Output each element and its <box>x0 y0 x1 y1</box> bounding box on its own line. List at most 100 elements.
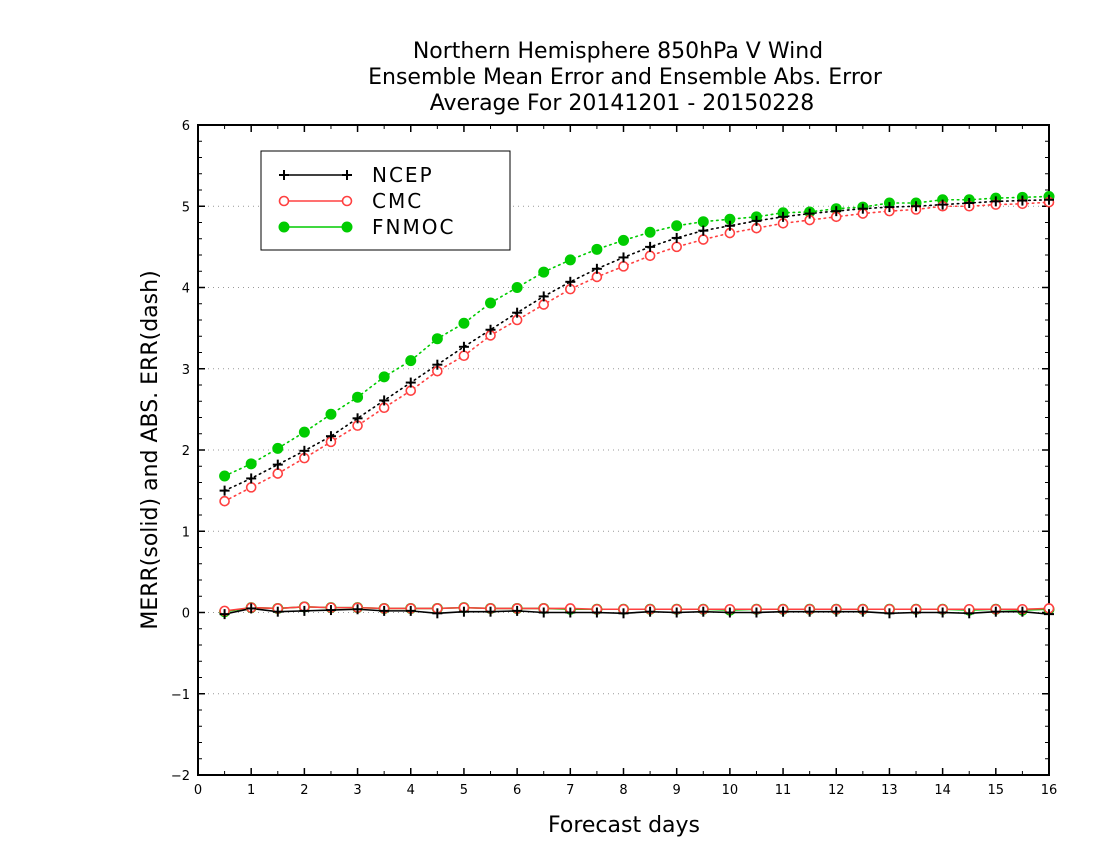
series-ncep-abs-err-point <box>831 206 842 217</box>
series-ncep-abs-err-point <box>512 307 523 318</box>
series-ncep-mean-err-point <box>458 606 469 617</box>
series-ncep-mean-err-point <box>591 607 602 618</box>
series-ncep-mean-err-point <box>618 608 629 619</box>
plot-area <box>219 191 1055 620</box>
series-ncep-mean-err-point <box>485 606 496 617</box>
series-ncep-abs-err-point <box>911 201 922 212</box>
series-fnmoc-abs-err-point <box>458 317 470 329</box>
series-fnmoc-abs-err-point <box>564 254 576 266</box>
series-ncep-mean-err-point <box>246 603 257 614</box>
x-tick-label: 9 <box>673 783 681 798</box>
series-ncep-mean-err-point <box>724 607 735 618</box>
legend-ncep-label: NCEP <box>372 163 434 187</box>
y-axis-ticks: −2 −1 0 1 2 3 4 5 6 <box>171 119 1049 784</box>
series-ncep-abs-err-point <box>671 232 682 243</box>
series-ncep-abs-err-point <box>857 203 868 214</box>
series-ncep-abs-err-point <box>591 263 602 274</box>
chart-title-line-2: Ensemble Mean Error and Ensemble Abs. Er… <box>368 65 883 90</box>
series-ncep-mean-err-point <box>565 607 576 618</box>
series-cmc-abs-err-point <box>644 250 656 262</box>
x-tick-label: 15 <box>988 783 1005 798</box>
series-ncep-abs-err-point <box>405 377 416 388</box>
series-ncep-abs-err-point <box>219 485 230 496</box>
series-fnmoc-abs-err-line <box>223 195 1050 477</box>
series-ncep-abs-err-point <box>778 211 789 222</box>
legend-fnmoc-marker-left <box>278 221 290 233</box>
series-ncep-abs-err-point <box>937 199 948 210</box>
series-ncep-abs-err-point <box>246 473 257 484</box>
series-ncep-mean-err-point <box>831 606 842 617</box>
series-ncep-mean-err-point <box>937 607 948 618</box>
series-ncep-mean-err-point <box>671 607 682 618</box>
series-cmc-abs-err-point <box>458 350 470 362</box>
series-ncep-abs-err-point <box>432 359 443 370</box>
series-ncep-abs-err-point <box>618 252 629 263</box>
series-ncep-mean-err-point <box>538 607 549 618</box>
series-ncep-abs-err-point <box>884 202 895 213</box>
y-tick-label: 6 <box>182 119 190 134</box>
y-tick-label: 1 <box>182 525 190 540</box>
legend-cmc-marker-left <box>278 195 290 207</box>
legend-cmc-label: CMC <box>372 189 423 213</box>
y-tick-label: 5 <box>182 200 190 215</box>
series-fnmoc-abs-err-point <box>485 297 497 309</box>
legend-cmc-marker-right <box>341 195 353 207</box>
x-tick-label: 4 <box>407 783 415 798</box>
y-tick-label: −2 <box>171 769 190 784</box>
x-tick-label: 14 <box>934 783 951 798</box>
series-ncep-mean-err-point <box>299 605 310 616</box>
series-fnmoc-abs-err-point <box>618 234 629 246</box>
series-fnmoc-abs-err-point <box>431 333 443 345</box>
series-ncep-abs-err-point <box>1017 195 1028 206</box>
x-tick-label: 1 <box>247 783 255 798</box>
y-tick-label: −1 <box>171 688 190 703</box>
x-tick-label: 2 <box>300 783 308 798</box>
series-ncep-abs-err-point <box>458 341 469 352</box>
series-ncep-mean-err-point <box>352 604 363 615</box>
series-cmc-abs-err-point <box>697 234 709 245</box>
series-ncep-abs-err-point <box>751 215 762 226</box>
x-tick-label: 3 <box>353 783 361 798</box>
series-ncep-mean-err-point <box>804 606 815 617</box>
series-cmc-abs-err-point <box>219 495 230 507</box>
series-fnmoc-abs-err-point <box>671 220 683 232</box>
series-ncep-mean-err-point <box>512 605 523 616</box>
series-ncep-abs-err-point <box>990 196 1001 207</box>
x-tick-label: 0 <box>194 783 202 798</box>
series-fnmoc-abs-err-point <box>697 216 709 228</box>
series-ncep-mean-err-point <box>990 606 1001 617</box>
series-cmc-abs-err-point <box>245 482 257 493</box>
series-fnmoc-abs-err-point <box>352 391 364 403</box>
series-ncep-abs-err-point <box>485 324 496 335</box>
series-ncep-mean-err-point <box>432 608 443 619</box>
series-ncep-abs-err-point <box>299 445 310 456</box>
series-ncep-abs-err-point <box>565 276 576 287</box>
series-ncep-abs-err-point <box>804 208 815 219</box>
series-fnmoc-abs-err-point <box>219 470 231 482</box>
series-ncep-mean-err-point <box>1044 609 1054 620</box>
series-ncep-mean-err-point <box>325 605 336 616</box>
series-cmc-abs-err-point <box>671 241 682 253</box>
y-tick-label: 3 <box>182 363 190 378</box>
x-tick-label: 6 <box>513 783 521 798</box>
series-ncep-abs-err-point <box>645 241 656 252</box>
legend-fnmoc-marker-right <box>341 221 353 233</box>
legend-ncep-marker-left <box>279 170 289 180</box>
x-tick-label: 8 <box>619 783 627 798</box>
series-ncep-abs-err-point <box>1044 194 1054 205</box>
series-fnmoc-abs-err-point <box>298 426 310 438</box>
series-ncep-abs-err-point <box>698 225 709 236</box>
series-ncep-mean-err-point <box>405 605 416 616</box>
series-ncep-abs-err-point <box>379 395 390 406</box>
x-tick-label: 5 <box>460 783 468 798</box>
series-ncep-abs-err-point <box>538 291 549 302</box>
series-ncep-mean-err-point <box>857 606 868 617</box>
series-ncep-mean-err-point <box>751 607 762 618</box>
legend-fnmoc-label: FNMOC <box>372 215 455 239</box>
x-axis-label: Forecast days <box>548 813 700 838</box>
series-fnmoc-abs-err-point <box>644 226 656 238</box>
legend-ncep-marker-right <box>342 170 352 180</box>
series-ncep-mean-err-point <box>698 606 709 617</box>
series-fnmoc-abs-err-point <box>538 266 550 278</box>
